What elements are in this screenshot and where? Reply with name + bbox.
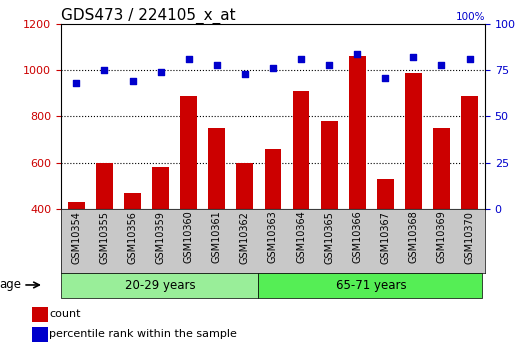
Point [381, 75, 390, 80]
Bar [405, 72, 422, 301]
Bar [68, 202, 85, 301]
Point [72, 80, 81, 86]
Text: GSM10362: GSM10362 [240, 211, 250, 264]
Point [465, 57, 474, 62]
Point [353, 51, 361, 57]
Bar [208, 128, 225, 301]
Point [128, 79, 137, 84]
Point [156, 69, 165, 75]
Bar [32, 307, 48, 322]
Point [297, 57, 305, 62]
Text: GSM10370: GSM10370 [464, 211, 474, 264]
Bar [433, 128, 450, 301]
Bar [461, 96, 478, 301]
Text: percentile rank within the sample: percentile rank within the sample [49, 329, 237, 339]
Bar [124, 193, 141, 301]
Bar [321, 121, 338, 301]
Text: GSM10363: GSM10363 [268, 211, 278, 263]
Bar [293, 91, 310, 301]
Text: GSM10367: GSM10367 [380, 211, 390, 264]
Bar [180, 96, 197, 301]
Point [241, 71, 249, 77]
Bar [32, 327, 48, 342]
Point [213, 62, 221, 68]
Text: GSM10359: GSM10359 [156, 211, 166, 264]
Text: age: age [0, 278, 21, 292]
Bar [96, 162, 113, 301]
Text: GSM10361: GSM10361 [212, 211, 222, 263]
Text: GSM10365: GSM10365 [324, 211, 334, 264]
Text: GSM10355: GSM10355 [100, 211, 110, 264]
Bar [349, 57, 366, 301]
Point [100, 68, 109, 73]
Text: GSM10364: GSM10364 [296, 211, 306, 263]
Text: GSM10369: GSM10369 [436, 211, 446, 263]
Point [269, 66, 277, 71]
FancyBboxPatch shape [258, 273, 482, 298]
Text: 100%: 100% [455, 12, 485, 22]
Text: GSM10366: GSM10366 [352, 211, 362, 263]
FancyBboxPatch shape [61, 273, 258, 298]
Text: GSM10356: GSM10356 [128, 211, 138, 264]
Point [325, 62, 333, 68]
Bar [377, 179, 394, 301]
Text: GDS473 / 224105_x_at: GDS473 / 224105_x_at [61, 8, 235, 24]
Point [409, 55, 418, 60]
Text: GSM10368: GSM10368 [408, 211, 418, 263]
Point [437, 62, 446, 68]
Text: 20-29 years: 20-29 years [125, 279, 196, 292]
Text: GSM10360: GSM10360 [184, 211, 193, 263]
Bar [152, 167, 169, 301]
Text: 65-71 years: 65-71 years [336, 279, 407, 292]
Text: count: count [49, 309, 81, 319]
Bar [236, 162, 253, 301]
Point [184, 57, 193, 62]
Bar [264, 149, 281, 301]
Text: GSM10354: GSM10354 [72, 211, 82, 264]
